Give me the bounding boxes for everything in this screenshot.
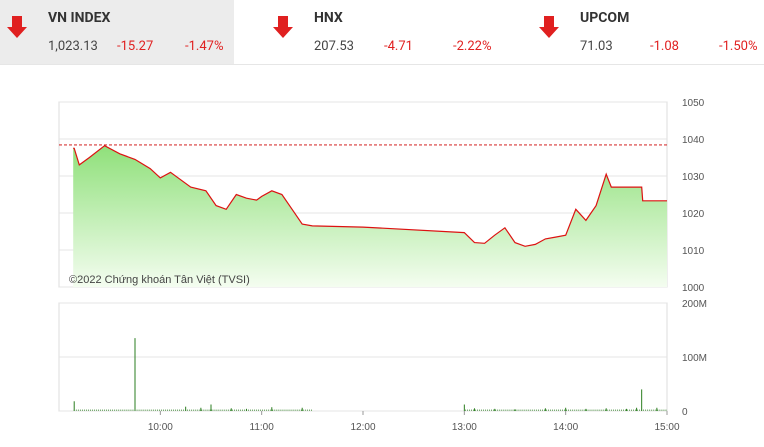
- volume-tick-label: 100M: [682, 353, 707, 364]
- time-tick-label: 15:00: [654, 422, 679, 433]
- index-value: 71.03: [580, 39, 613, 54]
- price-tick-label: 1030: [682, 172, 705, 183]
- tab-hnx[interactable]: HNX 207.53 -4.71 -2.22%: [234, 0, 500, 64]
- time-tick-label: 14:00: [553, 422, 578, 433]
- index-percent: -2.22%: [453, 39, 492, 54]
- index-change: -4.71: [384, 39, 413, 54]
- time-tick-label: 13:00: [452, 422, 477, 433]
- index-change: -15.27: [117, 39, 154, 54]
- time-tick-label: 10:00: [148, 422, 173, 433]
- tab-vn-index[interactable]: VN INDEX 1,023.13 -15.27 -1.47%: [0, 0, 234, 64]
- price-tick-label: 1000: [682, 283, 705, 294]
- watermark: ©2022 Chứng khoán Tân Việt (TVSI): [69, 274, 250, 286]
- index-percent: -1.47%: [185, 39, 224, 54]
- tab-upcom[interactable]: UPCOM 71.03 -1.08 -1.50%: [500, 0, 758, 64]
- index-name: VN INDEX: [48, 10, 111, 26]
- time-axis: 10:00 11:00 12:00 13:00 14:00 15:00: [148, 411, 680, 433]
- price-tick-label: 1010: [682, 246, 705, 257]
- price-tick-label: 1050: [682, 98, 705, 109]
- index-value: 207.53: [314, 39, 354, 54]
- index-percent: -1.50%: [719, 39, 758, 54]
- index-value: 1,023.13: [48, 39, 98, 54]
- intraday-chart: 1050 1040 1030 1020 1010 1000 200M 100M 0 10:00…: [58, 98, 707, 433]
- down-arrow-icon: [273, 16, 293, 38]
- index-change: -1.08: [650, 39, 679, 54]
- time-tick-label: 11:00: [250, 422, 275, 433]
- volume-panel: 200M 100M 0: [58, 299, 707, 418]
- down-arrow-icon: [539, 16, 559, 38]
- price-panel: 1050 1040 1030 1020 1010 1000: [58, 98, 705, 294]
- volume-tick-label: 200M: [682, 299, 707, 310]
- price-tick-label: 1020: [682, 209, 705, 220]
- time-tick-label: 12:00: [350, 422, 375, 433]
- volume-tick-label: 0: [682, 407, 688, 418]
- index-name: UPCOM: [580, 10, 630, 26]
- tabs-divider: [0, 64, 764, 65]
- price-line: [73, 144, 667, 247]
- price-area: [73, 145, 667, 287]
- down-arrow-icon: [7, 16, 27, 38]
- price-tick-label: 1040: [682, 135, 705, 146]
- index-tabs: VN INDEX 1,023.13 -15.27 -1.47% HNX 207.…: [0, 0, 764, 64]
- index-name: HNX: [314, 10, 343, 26]
